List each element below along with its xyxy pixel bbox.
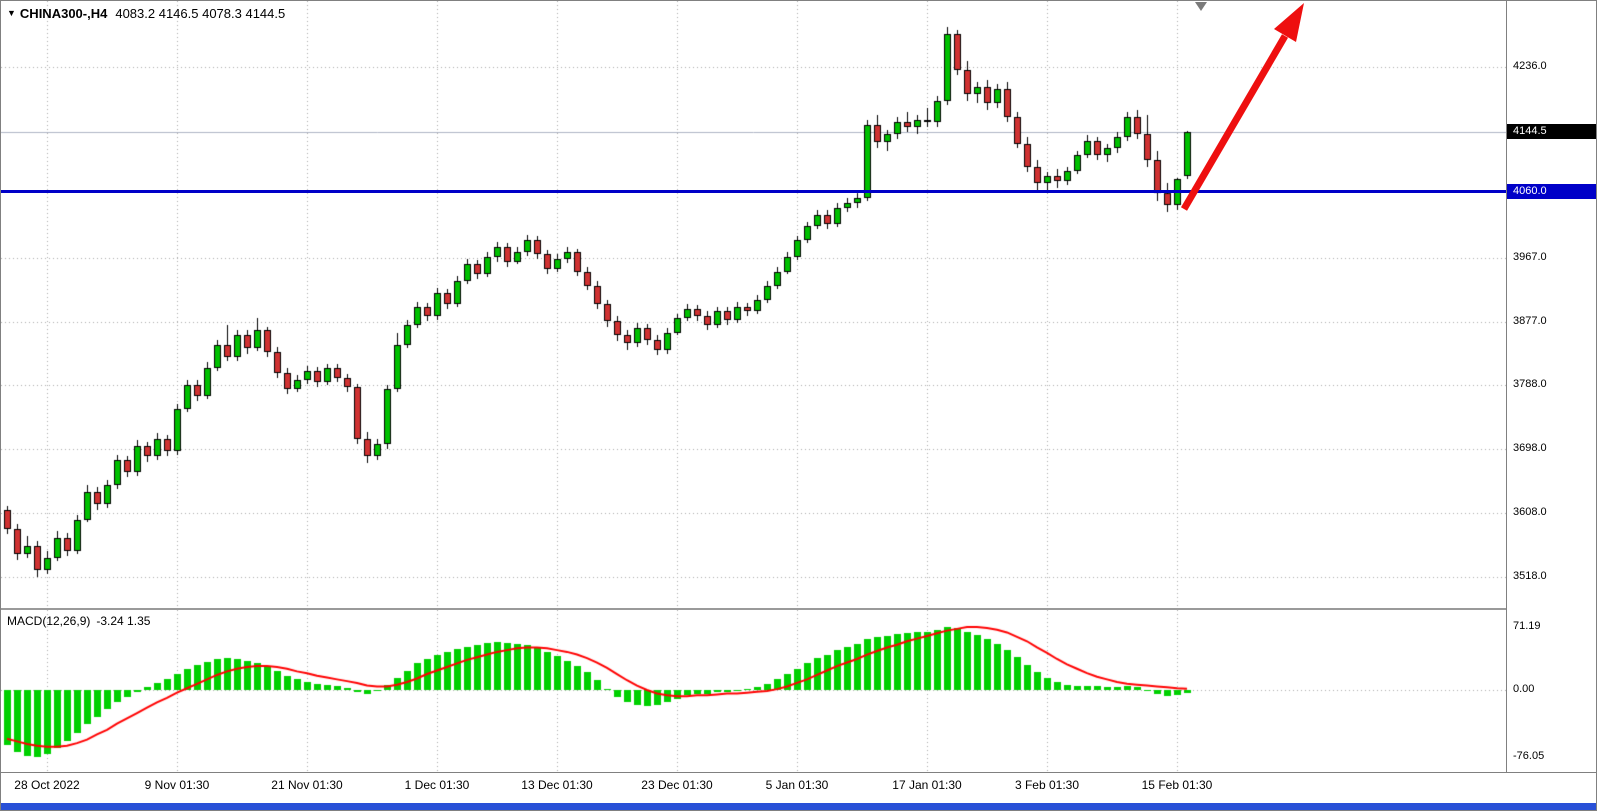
price-tick-label: 3608.0 (1513, 506, 1547, 518)
time-axis-label: 3 Feb 01:30 (1014, 778, 1080, 792)
macd-indicator-label: MACD(12,26,9) -3.24 1.35 (7, 614, 150, 628)
price-tick-label: 4236.0 (1513, 60, 1547, 72)
chart-shift-marker[interactable] (1195, 2, 1207, 11)
time-axis-label: 17 Jan 01:30 (892, 778, 962, 792)
window-border-bottom (1, 803, 1596, 810)
time-axis-label: 15 Feb 01:30 (1141, 778, 1213, 792)
macd-name: MACD(12,26,9) (7, 614, 91, 628)
price-tick-label: 3788.0 (1513, 378, 1547, 390)
price-chart-canvas[interactable] (1, 1, 1506, 609)
horizontal-line-4060[interactable] (1, 190, 1506, 193)
price-tick-label: 3698.0 (1513, 442, 1547, 454)
panel-separator[interactable] (1, 608, 1506, 610)
time-axis-label: 5 Jan 01:30 (765, 778, 829, 792)
macd-tick-label: 0.00 (1513, 683, 1535, 695)
time-axis-label: 23 Dec 01:30 (641, 778, 713, 792)
time-axis-label: 13 Dec 01:30 (521, 778, 593, 792)
macd-tick-label: 71.19 (1513, 619, 1541, 632)
time-axis-label: 9 Nov 01:30 (144, 778, 210, 792)
macd-tick-label: -76.05 (1513, 750, 1545, 763)
price-tick-label: 3518.0 (1513, 570, 1547, 582)
price-tick-label: 3967.0 (1513, 251, 1547, 263)
time-axis-label: 1 Dec 01:30 (404, 778, 470, 792)
macd-panel-canvas[interactable] (1, 610, 1506, 772)
price-label-box: 4144.5 (1507, 124, 1596, 139)
ohlc-values: 4083.2 4146.5 4078.3 4144.5 (115, 6, 286, 21)
symbol-timeframe-label: CHINA300-,H4 (19, 6, 108, 21)
chart-title-ohlc: ▼ CHINA300-,H4 4083.2 4146.5 4078.3 4144.5 (7, 6, 285, 21)
time-axis-label: 28 Oct 2022 (14, 778, 80, 792)
macd-current-values: -3.24 1.35 (96, 614, 151, 628)
time-axis-label: 21 Nov 01:30 (271, 778, 343, 792)
one-click-trading-toggle[interactable]: ▼ (7, 8, 16, 18)
price-axis[interactable]: 4236.0 3967.0 3877.0 3788.0 3698.0 3608.0 3518… (1506, 1, 1596, 772)
price-tick-label: 3877.0 (1513, 315, 1547, 327)
price-label-box: 4060.0 (1507, 184, 1596, 199)
